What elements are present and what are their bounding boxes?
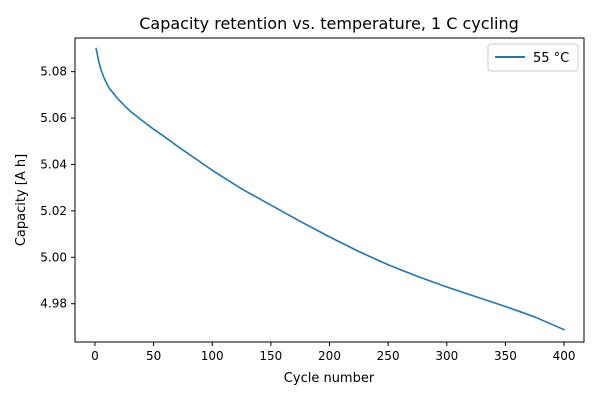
- plot-area-frame: [74, 37, 585, 343]
- x-tick-label: 50: [146, 349, 161, 363]
- y-tick-label: 5.00: [40, 250, 67, 264]
- legend-label-55c: 55 °C: [533, 51, 569, 66]
- legend-box: [487, 43, 579, 72]
- x-tick-label: 100: [201, 349, 224, 363]
- y-axis-label: Capacity [A h]: [14, 154, 29, 246]
- legend: 55 °C: [487, 43, 579, 72]
- series-line-55c: [95, 47, 565, 331]
- x-axis-label: Cycle number: [284, 371, 375, 386]
- y-tick-label: 5.04: [40, 157, 67, 171]
- axis-ticks: 0 50 100 150 200 250 300 350 400 4.98 5.00 5.02 5.04…: [40, 65, 575, 363]
- x-tick-label: 200: [318, 349, 341, 363]
- y-tick-label: 5.02: [40, 204, 67, 218]
- chart-title: Capacity retention vs. temperature, 1 C …: [139, 14, 519, 33]
- y-tick-label: 5.08: [40, 65, 67, 79]
- x-tick-label: 150: [259, 349, 282, 363]
- x-tick-label: 0: [91, 349, 99, 363]
- y-tick-label: 5.06: [40, 111, 67, 125]
- x-tick-label: 350: [494, 349, 517, 363]
- x-tick-label: 400: [553, 349, 576, 363]
- x-tick-label: 250: [377, 349, 400, 363]
- x-tick-label: 300: [435, 349, 458, 363]
- plot-lines: [95, 47, 565, 331]
- y-tick-label: 4.98: [40, 297, 67, 311]
